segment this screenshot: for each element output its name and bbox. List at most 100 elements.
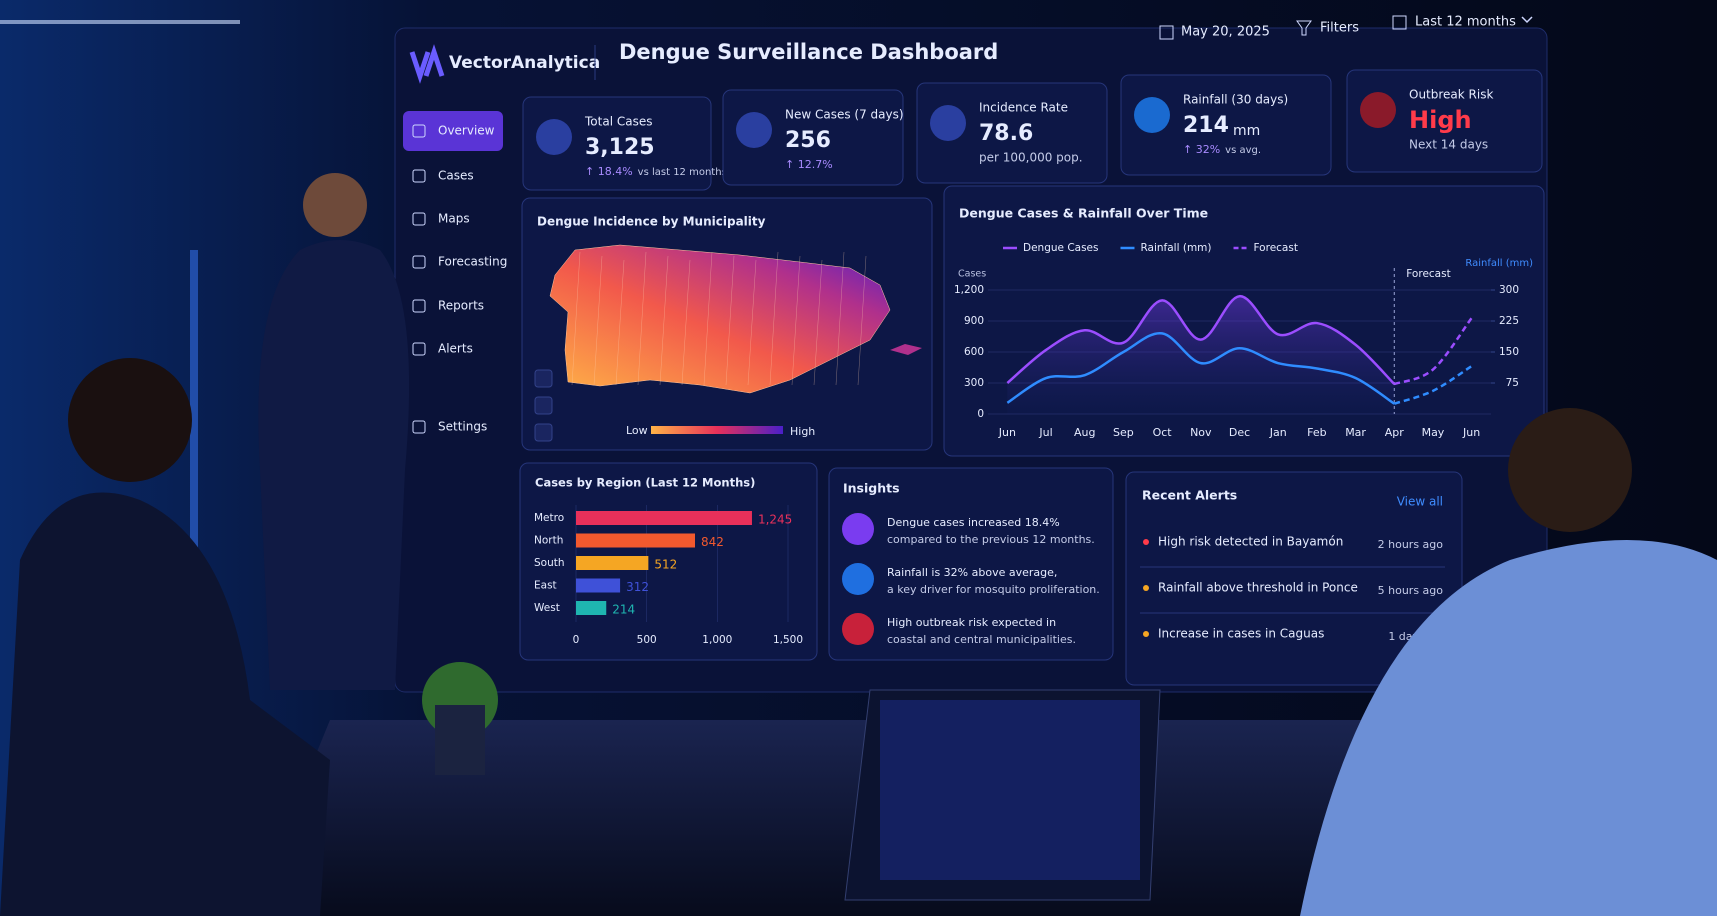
x-tick-label: 1,500	[773, 634, 803, 646]
map-border	[813, 259, 823, 386]
insight-text: a key driver for mosquito proliferation.	[887, 583, 1100, 596]
kpi-icon	[736, 112, 772, 148]
map-border	[857, 255, 867, 386]
y2-tick-label: 300	[1499, 284, 1519, 296]
y2-tick-label: 75	[1506, 377, 1519, 389]
kpi-value: 214	[1183, 113, 1229, 138]
insight-text: Rainfall is 32% above average,	[887, 566, 1057, 579]
y-tick-label: West	[534, 602, 560, 614]
kpi-label: Rainfall (30 days)	[1183, 93, 1288, 107]
kpi-unit: mm	[1233, 123, 1260, 139]
nav-item[interactable]: Settings	[438, 420, 487, 434]
line	[1006, 294, 1396, 385]
laptop-screen	[880, 700, 1140, 880]
nav-icon	[412, 124, 426, 138]
kpi-value: High	[1409, 106, 1472, 134]
kpi-icon	[1134, 97, 1170, 133]
kpi-card	[522, 96, 712, 191]
y-tick-label: 1,200	[954, 284, 984, 296]
map-border	[747, 259, 757, 386]
legend-label: Dengue Cases	[1023, 242, 1098, 254]
map-region	[549, 244, 891, 394]
chevron	[1521, 16, 1533, 24]
nav-item[interactable]: Maps	[438, 212, 470, 226]
insight-icon	[842, 613, 874, 645]
plant-pot	[435, 705, 485, 775]
map-border	[703, 251, 713, 386]
kpi-change: ↑ 12.7%	[785, 158, 833, 171]
dashboard: VectorAnalytica Dengue Surveillance Dashb…	[403, 15, 1545, 686]
y-tick-label: 300	[964, 377, 984, 389]
x-tick-label: Apr	[1385, 426, 1405, 439]
x-tick-label: Feb	[1307, 426, 1326, 439]
calendar-icon	[1159, 25, 1174, 40]
kpi-card	[722, 89, 904, 186]
map-border	[769, 251, 779, 386]
insight-text: compared to the previous 12 months.	[887, 533, 1095, 546]
date-picker[interactable]: May 20, 2025	[1181, 25, 1270, 40]
legend-label: Rainfall (mm)	[1140, 242, 1211, 254]
kpi-card	[1120, 74, 1332, 176]
color-scale	[651, 426, 783, 434]
line	[1006, 332, 1395, 405]
nav-item[interactable]: Reports	[438, 299, 484, 313]
x-tick-label: 0	[573, 634, 580, 646]
view-all-link[interactable]: View all	[1397, 495, 1443, 509]
x-tick-label: Oct	[1153, 426, 1173, 439]
kpi-icon	[930, 105, 966, 141]
y-tick-label: North	[534, 535, 563, 547]
insight-text: Dengue cases increased 18.4%	[887, 516, 1060, 529]
nav-icon	[412, 420, 426, 434]
page-title: Dengue Surveillance Dashboard	[619, 40, 998, 64]
alert-text[interactable]: High risk detected in Bayamón	[1158, 535, 1343, 549]
kpi-note: vs last 12 months	[638, 167, 727, 178]
y2-tick-label: 225	[1499, 315, 1519, 327]
seated-person-left-head	[68, 358, 192, 482]
map-border	[791, 255, 801, 386]
x-tick-label: Dec	[1229, 426, 1250, 439]
y-tick-label: 0	[977, 408, 984, 420]
seated-person-left	[0, 492, 330, 916]
alert-text[interactable]: Rainfall above threshold in Ponce	[1158, 581, 1358, 595]
nav-icon	[412, 212, 426, 226]
map-border	[681, 259, 691, 386]
kpi-value: 78.6	[979, 121, 1033, 146]
range-picker[interactable]: Last 12 months	[1415, 15, 1516, 30]
legend-low: Low	[626, 424, 648, 437]
x-tick-label: Jun	[1462, 426, 1480, 439]
map-border	[615, 259, 625, 386]
value-label: 312	[626, 580, 649, 594]
kpi-card	[1346, 69, 1543, 173]
kpi-value: 3,125	[585, 135, 655, 160]
x-tick-label: Jan	[1269, 426, 1287, 439]
y2-axis-label: Rainfall (mm)	[1465, 258, 1533, 269]
x-tick-label: Jun	[998, 426, 1016, 439]
map-title: Dengue Incidence by Municipality	[537, 215, 766, 229]
insight-icon	[842, 513, 874, 545]
nav-item[interactable]: Alerts	[438, 342, 473, 356]
kpi-icon	[1360, 92, 1396, 128]
seated-person-right-head	[1508, 408, 1632, 532]
calendar-icon	[1392, 15, 1407, 30]
nav-item[interactable]: Forecasting	[438, 255, 507, 269]
map-control[interactable]	[534, 369, 553, 388]
legend-high: High	[790, 425, 815, 438]
map-control[interactable]	[534, 396, 553, 415]
x-tick-label: 500	[637, 634, 657, 646]
line	[1393, 365, 1473, 405]
map-border	[659, 255, 669, 386]
kpi-label: Total Cases	[584, 115, 652, 129]
nav-icon	[412, 342, 426, 356]
alert-dot	[1143, 585, 1149, 591]
filters-button[interactable]: Filters	[1320, 21, 1359, 36]
bar	[576, 601, 607, 615]
bar	[576, 556, 649, 570]
y2-tick-label: 150	[1499, 346, 1519, 358]
map-control[interactable]	[534, 423, 553, 442]
nav-item[interactable]: Overview	[438, 124, 495, 138]
alert-text[interactable]: Increase in cases in Caguas	[1158, 627, 1324, 641]
kpi-label: New Cases (7 days)	[785, 108, 904, 122]
y-tick-label: 900	[964, 315, 984, 327]
nav-item[interactable]: Cases	[438, 169, 474, 183]
area	[1007, 296, 1395, 414]
